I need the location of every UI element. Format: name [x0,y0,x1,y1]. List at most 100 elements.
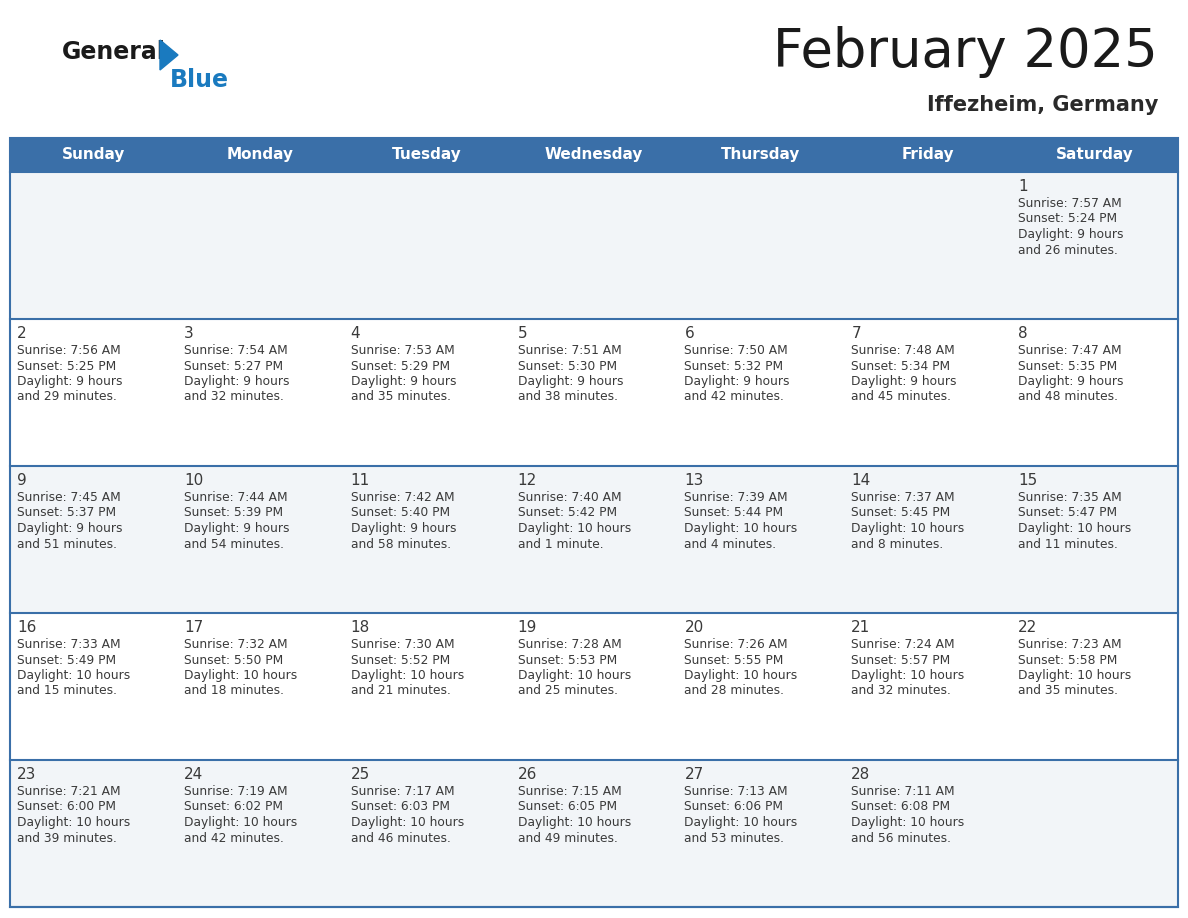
Text: and 46 minutes.: and 46 minutes. [350,832,450,845]
Text: Sunrise: 7:44 AM: Sunrise: 7:44 AM [184,491,287,504]
Text: and 18 minutes.: and 18 minutes. [184,685,284,698]
Text: Iffezheim, Germany: Iffezheim, Germany [927,95,1158,115]
Text: Daylight: 9 hours: Daylight: 9 hours [1018,228,1124,241]
Text: Daylight: 10 hours: Daylight: 10 hours [684,522,797,535]
Text: Daylight: 10 hours: Daylight: 10 hours [518,522,631,535]
Text: and 56 minutes.: and 56 minutes. [852,832,952,845]
Text: 17: 17 [184,620,203,635]
Text: Sunset: 5:29 PM: Sunset: 5:29 PM [350,360,450,373]
Text: 16: 16 [17,620,37,635]
Text: Sunset: 6:06 PM: Sunset: 6:06 PM [684,800,783,813]
Polygon shape [160,40,178,70]
Text: and 35 minutes.: and 35 minutes. [1018,685,1118,698]
Text: Sunset: 5:40 PM: Sunset: 5:40 PM [350,507,450,520]
Text: 20: 20 [684,620,703,635]
Text: February 2025: February 2025 [773,26,1158,78]
Text: Daylight: 10 hours: Daylight: 10 hours [1018,669,1131,682]
Text: and 51 minutes.: and 51 minutes. [17,538,116,551]
Text: Sunset: 5:37 PM: Sunset: 5:37 PM [17,507,116,520]
Text: and 21 minutes.: and 21 minutes. [350,685,450,698]
Text: Daylight: 10 hours: Daylight: 10 hours [518,669,631,682]
Text: Daylight: 10 hours: Daylight: 10 hours [1018,522,1131,535]
Text: Daylight: 10 hours: Daylight: 10 hours [852,522,965,535]
Text: 5: 5 [518,326,527,341]
Text: Sunrise: 7:57 AM: Sunrise: 7:57 AM [1018,197,1121,210]
Text: 26: 26 [518,767,537,782]
Text: Friday: Friday [902,148,954,162]
Text: Sunset: 5:53 PM: Sunset: 5:53 PM [518,654,617,666]
Text: Sunrise: 7:17 AM: Sunrise: 7:17 AM [350,785,454,798]
Text: Sunrise: 7:37 AM: Sunrise: 7:37 AM [852,491,955,504]
Text: Sunset: 5:57 PM: Sunset: 5:57 PM [852,654,950,666]
Text: 18: 18 [350,620,369,635]
Text: Daylight: 9 hours: Daylight: 9 hours [350,522,456,535]
Text: Daylight: 10 hours: Daylight: 10 hours [350,669,465,682]
Text: Sunrise: 7:54 AM: Sunrise: 7:54 AM [184,344,287,357]
Text: and 42 minutes.: and 42 minutes. [184,832,284,845]
Text: Daylight: 10 hours: Daylight: 10 hours [350,816,465,829]
Text: Sunset: 6:08 PM: Sunset: 6:08 PM [852,800,950,813]
Text: General: General [62,40,166,64]
Text: Sunrise: 7:23 AM: Sunrise: 7:23 AM [1018,638,1121,651]
Text: Daylight: 10 hours: Daylight: 10 hours [684,816,797,829]
Text: Sunrise: 7:40 AM: Sunrise: 7:40 AM [518,491,621,504]
Text: Sunset: 5:35 PM: Sunset: 5:35 PM [1018,360,1118,373]
Text: 15: 15 [1018,473,1037,488]
Text: 8: 8 [1018,326,1028,341]
Text: Daylight: 9 hours: Daylight: 9 hours [684,375,790,388]
Text: Sunrise: 7:33 AM: Sunrise: 7:33 AM [17,638,121,651]
Text: Sunrise: 7:28 AM: Sunrise: 7:28 AM [518,638,621,651]
Text: 12: 12 [518,473,537,488]
Text: and 11 minutes.: and 11 minutes. [1018,538,1118,551]
Text: 23: 23 [17,767,37,782]
Bar [10,466,1178,613]
Text: Daylight: 10 hours: Daylight: 10 hours [184,816,297,829]
Text: 4: 4 [350,326,360,341]
Bar [10,760,1178,907]
Text: Sunrise: 7:15 AM: Sunrise: 7:15 AM [518,785,621,798]
Text: Sunset: 5:25 PM: Sunset: 5:25 PM [17,360,116,373]
Text: Sunrise: 7:19 AM: Sunrise: 7:19 AM [184,785,287,798]
Text: Sunrise: 7:32 AM: Sunrise: 7:32 AM [184,638,287,651]
Text: Sunrise: 7:26 AM: Sunrise: 7:26 AM [684,638,788,651]
Text: Daylight: 10 hours: Daylight: 10 hours [518,816,631,829]
Text: Daylight: 9 hours: Daylight: 9 hours [1018,375,1124,388]
Text: Sunrise: 7:45 AM: Sunrise: 7:45 AM [17,491,121,504]
Text: Sunrise: 7:11 AM: Sunrise: 7:11 AM [852,785,955,798]
Text: Sunrise: 7:13 AM: Sunrise: 7:13 AM [684,785,788,798]
Bar [10,319,1178,466]
Text: Sunrise: 7:56 AM: Sunrise: 7:56 AM [17,344,121,357]
Text: and 54 minutes.: and 54 minutes. [184,538,284,551]
Text: Sunset: 5:24 PM: Sunset: 5:24 PM [1018,212,1117,226]
Text: Sunset: 5:42 PM: Sunset: 5:42 PM [518,507,617,520]
Text: 21: 21 [852,620,871,635]
Text: 28: 28 [852,767,871,782]
Text: Sunday: Sunday [62,148,125,162]
Text: Daylight: 10 hours: Daylight: 10 hours [852,669,965,682]
Text: Daylight: 9 hours: Daylight: 9 hours [852,375,956,388]
Text: Sunrise: 7:42 AM: Sunrise: 7:42 AM [350,491,454,504]
Text: 19: 19 [518,620,537,635]
Text: 14: 14 [852,473,871,488]
Text: Sunset: 6:00 PM: Sunset: 6:00 PM [17,800,116,813]
Text: Daylight: 9 hours: Daylight: 9 hours [184,522,290,535]
Text: and 48 minutes.: and 48 minutes. [1018,390,1118,404]
Text: 25: 25 [350,767,369,782]
Text: Sunset: 5:27 PM: Sunset: 5:27 PM [184,360,283,373]
Text: Sunrise: 7:21 AM: Sunrise: 7:21 AM [17,785,121,798]
Text: Sunset: 6:05 PM: Sunset: 6:05 PM [518,800,617,813]
Text: Sunset: 5:47 PM: Sunset: 5:47 PM [1018,507,1117,520]
Text: 2: 2 [17,326,26,341]
Text: and 29 minutes.: and 29 minutes. [17,390,116,404]
Text: Sunset: 6:02 PM: Sunset: 6:02 PM [184,800,283,813]
Text: Sunset: 5:44 PM: Sunset: 5:44 PM [684,507,784,520]
Text: and 35 minutes.: and 35 minutes. [350,390,450,404]
Text: Thursday: Thursday [721,148,801,162]
Text: and 32 minutes.: and 32 minutes. [852,685,952,698]
Text: Sunset: 5:55 PM: Sunset: 5:55 PM [684,654,784,666]
Text: 22: 22 [1018,620,1037,635]
Text: Daylight: 10 hours: Daylight: 10 hours [184,669,297,682]
Text: and 26 minutes.: and 26 minutes. [1018,243,1118,256]
Text: Sunrise: 7:47 AM: Sunrise: 7:47 AM [1018,344,1121,357]
Bar [10,138,1178,172]
